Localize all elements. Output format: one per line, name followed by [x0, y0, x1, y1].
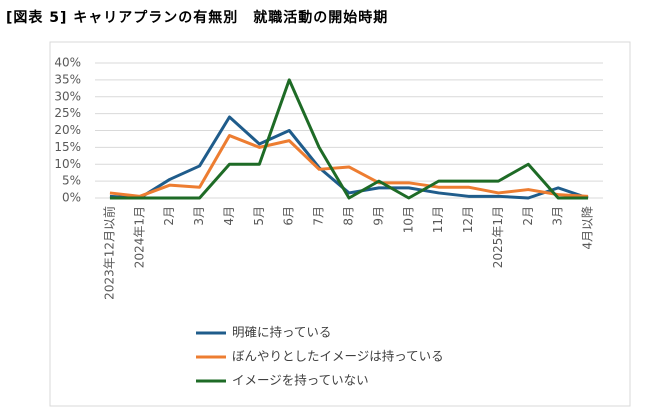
x-tick-label: 4月以降	[581, 206, 595, 250]
x-tick-label: 9月	[371, 206, 385, 226]
x-tick-label: 12月	[461, 206, 475, 233]
x-tick-label: 2025年1月	[491, 206, 505, 268]
y-tick-label: 20%	[54, 123, 81, 137]
x-tick-label: 3月	[551, 206, 565, 226]
x-tick-label: 10月	[401, 206, 415, 233]
x-tick-label: 5月	[252, 206, 266, 226]
legend-label: 明確に持っている	[232, 325, 331, 340]
y-tick-label: 10%	[54, 157, 81, 171]
y-tick-label: 5%	[62, 174, 81, 188]
y-tick-label: 25%	[54, 106, 81, 120]
x-tick-label: 3月	[192, 206, 206, 226]
y-tick-label: 0%	[62, 191, 81, 205]
x-tick-label: 6月	[282, 206, 296, 226]
x-tick-label: 2月	[162, 206, 176, 226]
chart-frame	[49, 41, 631, 407]
x-tick-label: 11月	[431, 206, 445, 233]
legend-label: イメージを持っていない	[232, 373, 369, 388]
series-line	[109, 78, 589, 200]
x-tick-label: 2024年1月	[132, 206, 146, 268]
y-tick-label: 15%	[54, 140, 81, 154]
x-tick-label: 2023年12月以前	[101, 206, 116, 300]
y-tick-label: 35%	[54, 72, 81, 86]
x-tick-label: 8月	[342, 206, 356, 226]
chart-title: [図表 5] キャリアプランの有無別 就職活動の開始時期	[6, 9, 388, 26]
y-tick-label: 40%	[54, 56, 81, 70]
x-tick-label: 4月	[222, 206, 236, 226]
series-line	[109, 134, 589, 198]
x-tick-label: 7月	[312, 206, 326, 226]
y-tick-label: 30%	[54, 89, 81, 103]
legend-label: ぼんやりとしたイメージは持っている	[232, 349, 444, 364]
x-tick-label: 2月	[521, 206, 535, 226]
series-line	[109, 115, 589, 200]
